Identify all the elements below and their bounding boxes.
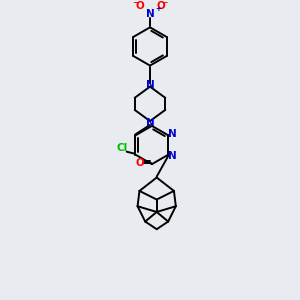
Text: +: +: [155, 6, 161, 12]
Text: O: O: [156, 1, 165, 11]
Text: O: O: [135, 158, 144, 168]
Text: O: O: [135, 1, 144, 11]
Text: N: N: [168, 130, 177, 140]
Text: −: −: [133, 0, 139, 7]
Text: N: N: [146, 9, 154, 19]
Text: Cl: Cl: [116, 143, 128, 153]
Text: −: −: [161, 0, 167, 7]
Text: N: N: [168, 151, 177, 160]
Text: N: N: [146, 118, 154, 128]
Text: N: N: [146, 80, 154, 90]
